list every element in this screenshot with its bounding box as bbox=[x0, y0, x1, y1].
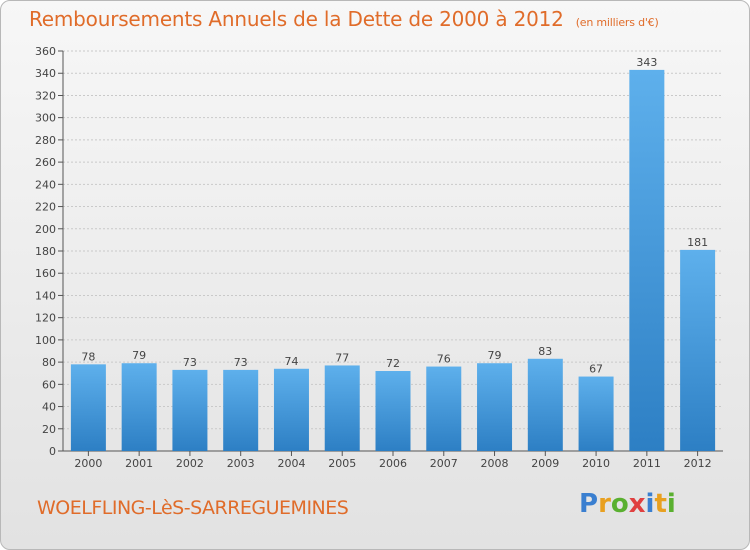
logo-letter: o bbox=[610, 489, 629, 519]
y-tick-label: 0 bbox=[49, 445, 56, 458]
y-tick-label: 260 bbox=[35, 156, 56, 169]
y-tick-label: 200 bbox=[35, 223, 56, 236]
x-tick-label: 2004 bbox=[277, 457, 305, 470]
y-tick-label: 340 bbox=[35, 67, 56, 80]
x-tick-label: 2012 bbox=[684, 457, 712, 470]
bar-value-label: 343 bbox=[636, 56, 657, 69]
y-tick-label: 360 bbox=[35, 45, 56, 58]
bar-value-label: 74 bbox=[284, 355, 298, 368]
bar bbox=[578, 376, 614, 451]
y-tick-label: 140 bbox=[35, 289, 56, 302]
y-tick-label: 220 bbox=[35, 201, 56, 214]
logo-letter: i bbox=[666, 489, 676, 519]
logo-letter: t bbox=[654, 489, 667, 519]
chart-title: Remboursements Annuels de la Dette de 20… bbox=[29, 7, 659, 31]
y-tick-label: 60 bbox=[42, 378, 56, 391]
bar bbox=[527, 358, 563, 451]
bar-value-label: 77 bbox=[335, 351, 349, 364]
bar bbox=[375, 371, 411, 451]
logo-letter: i bbox=[645, 489, 655, 519]
y-tick-label: 100 bbox=[35, 334, 56, 347]
bar-value-label: 83 bbox=[538, 345, 552, 358]
x-tick-label: 2011 bbox=[633, 457, 661, 470]
bar bbox=[324, 365, 360, 451]
x-tick-label: 2008 bbox=[481, 457, 509, 470]
x-tick-label: 2007 bbox=[430, 457, 458, 470]
x-tick-label: 2006 bbox=[379, 457, 407, 470]
bar bbox=[273, 368, 309, 451]
y-tick-label: 240 bbox=[35, 178, 56, 191]
y-tick-label: 160 bbox=[35, 267, 56, 280]
bar-value-label: 76 bbox=[437, 353, 451, 366]
y-tick-label: 320 bbox=[35, 89, 56, 102]
commune-name: WOELFLING-LèS-SARREGUEMINES bbox=[37, 497, 349, 519]
bar bbox=[223, 369, 259, 451]
bar bbox=[426, 366, 462, 451]
x-tick-label: 2003 bbox=[227, 457, 255, 470]
data-labels: 78 79 73 73 74 77 72 76 79 83 67 343 181 bbox=[81, 56, 708, 376]
chart-title-text: Remboursements Annuels de la Dette de 20… bbox=[29, 7, 564, 31]
y-tick-label: 300 bbox=[35, 112, 56, 125]
chart-unit: (en milliers d'€) bbox=[575, 16, 659, 29]
x-tick-label: 2001 bbox=[125, 457, 153, 470]
x-tick-label: 2009 bbox=[531, 457, 559, 470]
logo-letter: P bbox=[579, 489, 599, 519]
bar bbox=[629, 69, 665, 451]
x-tick-label: 2010 bbox=[582, 457, 610, 470]
x-tick-label: 2000 bbox=[74, 457, 102, 470]
bar-value-label: 79 bbox=[132, 349, 146, 362]
bar-value-label: 73 bbox=[183, 356, 197, 369]
bar-value-label: 73 bbox=[234, 356, 248, 369]
y-tick-label: 20 bbox=[42, 423, 56, 436]
bar-value-label: 79 bbox=[488, 349, 502, 362]
y-tick-label: 280 bbox=[35, 134, 56, 147]
bar-value-label: 72 bbox=[386, 357, 400, 370]
bar-value-label: 78 bbox=[81, 350, 95, 363]
bars bbox=[70, 69, 716, 451]
logo-letter: r bbox=[598, 489, 611, 519]
y-tick-label: 40 bbox=[42, 401, 56, 414]
logo-letter: x bbox=[628, 489, 646, 519]
bar-value-label: 181 bbox=[687, 236, 708, 249]
bar bbox=[477, 363, 513, 451]
bar bbox=[70, 364, 106, 451]
bar bbox=[680, 249, 716, 451]
y-tick-label: 80 bbox=[42, 356, 56, 369]
bar-value-label: 67 bbox=[589, 363, 603, 376]
y-tick-label: 180 bbox=[35, 245, 56, 258]
bar bbox=[121, 363, 157, 451]
y-tick-label: 120 bbox=[35, 312, 56, 325]
x-tick-label: 2002 bbox=[176, 457, 204, 470]
proxiti-logo: Proxiti bbox=[579, 489, 676, 519]
x-tick-label: 2005 bbox=[328, 457, 356, 470]
bar bbox=[172, 369, 208, 451]
